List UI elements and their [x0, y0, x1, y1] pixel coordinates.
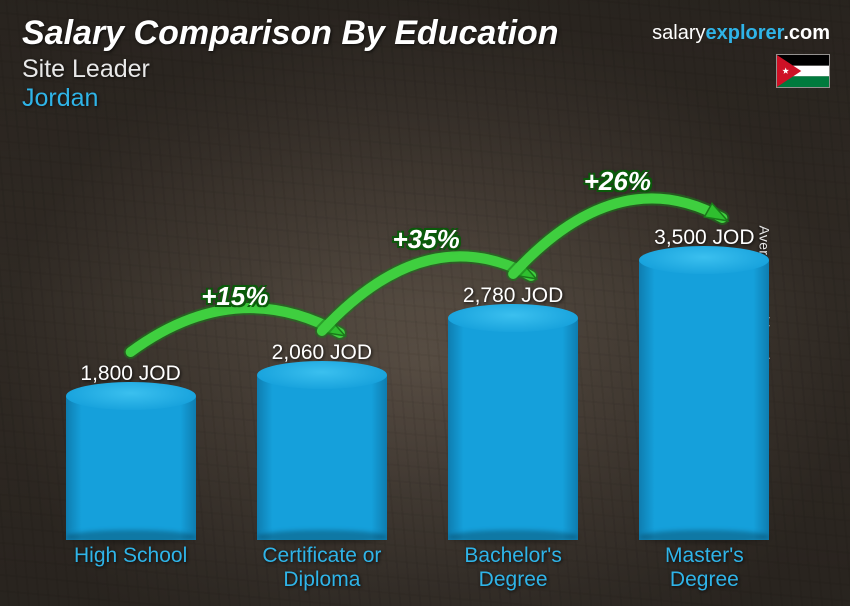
bar-group: 2,780 JOD: [418, 284, 609, 540]
brand-mid: explorer: [705, 22, 783, 44]
increment-badge: +15%: [201, 281, 268, 312]
bar: [639, 260, 769, 540]
x-axis-label: Master'sDegree: [609, 544, 800, 592]
jordan-flag-icon: [776, 54, 830, 88]
bar-body: [66, 396, 196, 540]
brand-suffix: .com: [783, 22, 830, 44]
subtitle: Site Leader: [22, 55, 828, 84]
bar-body: [257, 375, 387, 540]
x-axis-label: Bachelor'sDegree: [418, 544, 609, 592]
bar-top-ellipse: [66, 382, 196, 410]
chart-area: 1,800 JOD2,060 JOD2,780 JOD3,500 JOD Hig…: [35, 140, 800, 592]
bar-shadow: [448, 530, 578, 544]
bar-top-ellipse: [257, 361, 387, 389]
bar-shadow: [66, 530, 196, 544]
bar-body: [639, 260, 769, 540]
bar-top-ellipse: [448, 304, 578, 332]
bar: [257, 375, 387, 540]
brand-prefix: salary: [652, 22, 705, 44]
bar-top-ellipse: [639, 246, 769, 274]
bar: [448, 318, 578, 540]
x-axis-label: High School: [35, 544, 226, 592]
increment-badge: +35%: [393, 224, 460, 255]
bar: [66, 396, 196, 540]
bar-shadow: [639, 530, 769, 544]
x-axis-labels: High SchoolCertificate orDiplomaBachelor…: [35, 544, 800, 592]
increment-badge: +26%: [584, 166, 651, 197]
country-label: Jordan: [22, 84, 828, 113]
bar-shadow: [257, 530, 387, 544]
bar-group: 2,060 JOD: [226, 341, 417, 540]
bar-group: 1,800 JOD: [35, 362, 226, 540]
bar-body: [448, 318, 578, 540]
bars-container: 1,800 JOD2,060 JOD2,780 JOD3,500 JOD: [35, 140, 800, 540]
bar-group: 3,500 JOD: [609, 226, 800, 540]
brand-logo: salaryexplorer.com: [652, 22, 830, 45]
x-axis-label: Certificate orDiploma: [226, 544, 417, 592]
